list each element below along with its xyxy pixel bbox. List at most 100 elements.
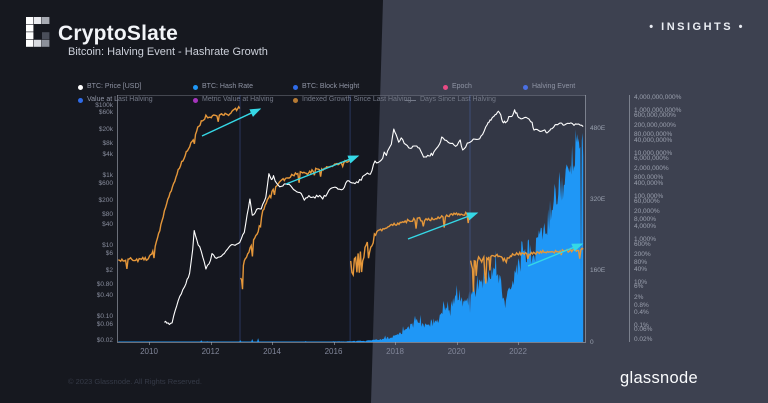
series-dot-icon	[193, 97, 198, 103]
x-axis-tick: 2022	[509, 347, 527, 356]
percent-axis-tick: 0.8%	[634, 302, 649, 310]
price-axis-tick: $0.10	[96, 312, 113, 320]
percent-axis-tick: 4,000%	[634, 222, 657, 230]
x-axis-tick: 2014	[263, 347, 281, 356]
price-axis-tick: $6	[105, 250, 113, 258]
trend-arrow	[527, 243, 584, 267]
percent-axis-tick: 6,000,000%	[634, 154, 669, 162]
legend-label: Indexed Growth Since Last Halving	[302, 96, 412, 103]
trend-arrow	[285, 155, 360, 185]
series-dot-icon	[293, 97, 298, 103]
x-axis-tick: 2018	[386, 347, 404, 356]
percent-axis-tick: 10%	[634, 278, 648, 286]
x-axis-line	[117, 342, 586, 343]
legend-label: Value at Last Halving	[87, 96, 153, 103]
percent-axis-tick: 20,000%	[634, 207, 660, 215]
legend-item[interactable]: BTC: Block Height	[293, 83, 359, 91]
plot-area[interactable]	[117, 95, 585, 342]
brand-title: CryptoSlate	[58, 22, 179, 45]
series-dot-icon	[78, 84, 83, 90]
legend-item[interactable]: Halving Event	[523, 83, 575, 91]
hash-rate-area	[118, 129, 584, 342]
legend-item[interactable]: Days Since Last Halving	[405, 96, 496, 104]
percent-axis-tick: 80,000,000%	[634, 130, 673, 138]
legend-item[interactable]: Metric Value at Halving	[193, 96, 273, 104]
legend-item[interactable]: Indexed Growth Since Last Halving	[293, 96, 411, 104]
hashrate-axis-tick: 0	[590, 338, 594, 346]
insights-label: • INSIGHTS •	[649, 21, 745, 33]
x-axis-tickmark	[272, 342, 273, 345]
x-axis-tick: 2012	[201, 347, 220, 356]
x-axis-tick: 2020	[447, 347, 466, 356]
x-axis-tickmark	[456, 342, 458, 345]
x-axis-tickmark	[518, 342, 519, 345]
indexed-growth-segment	[469, 247, 584, 292]
legend-item[interactable]: Epoch	[443, 83, 472, 91]
hashrate-axis-tick: 480E	[590, 124, 606, 132]
series-dot-icon	[443, 84, 448, 90]
x-axis-tick: 2010	[140, 347, 158, 356]
series-dot-icon	[523, 84, 528, 90]
price-axis-tick: $600	[98, 179, 113, 187]
price-axis-tick: $0.40	[96, 291, 113, 299]
series-dot-icon	[78, 97, 83, 103]
price-axis-tick: $10	[102, 242, 113, 250]
percent-axis-tick: 200,000,000%	[634, 122, 676, 130]
price-axis-tick: $40	[102, 221, 113, 229]
plot-border-right	[585, 95, 586, 342]
x-axis-tick: 2016	[324, 347, 343, 356]
price-axis-tick: $1k	[102, 171, 113, 179]
indexed-growth-segment	[350, 210, 471, 278]
legend-label: Days Since Last Halving	[420, 96, 496, 103]
legend-label: Epoch	[452, 83, 472, 90]
series-dot-icon	[193, 84, 198, 90]
percent-axis-tick: 2%	[634, 293, 644, 301]
price-axis-tick: $0.80	[96, 281, 113, 288]
percent-axis-tick: 0.1%	[634, 321, 649, 329]
chart-title: Bitcoin: Halving Event - Hashrate Growth	[68, 46, 268, 58]
percent-axis-tick: 0.06%	[634, 326, 653, 334]
percent-axis-tick: 40,000,000%	[634, 137, 673, 145]
percent-axis-tick: 80%	[634, 259, 648, 267]
plot-border-left	[117, 95, 118, 342]
dash-marker-icon	[405, 99, 416, 101]
percent-axis-tick: 100,000%	[634, 192, 664, 200]
percent-axis-tick: 1,000%	[634, 235, 657, 243]
price-axis-tick: $8k	[102, 140, 113, 148]
percent-axis-line	[629, 95, 630, 342]
legend-label: BTC: Hash Rate	[202, 83, 253, 90]
x-axis-tickmark	[210, 342, 212, 345]
legend-label: BTC: Price [USD]	[87, 83, 142, 90]
trend-arrow	[407, 212, 479, 240]
price-axis-tick: $0.02	[96, 337, 113, 345]
percent-axis-tick: 0.4%	[634, 308, 649, 316]
hashrate-axis-tick: 160E	[590, 267, 606, 275]
price-axis-tick: $200	[98, 196, 113, 204]
legend-item[interactable]: Value at Last Halving	[78, 96, 153, 104]
chart-canvas	[117, 95, 584, 342]
legend-label: BTC: Block Height	[302, 83, 360, 90]
price-line	[164, 109, 584, 326]
percent-axis-tick: 2,000,000%	[634, 165, 669, 173]
percent-axis-tick: 4,000,000,000%	[634, 94, 682, 102]
plot-border-top	[117, 95, 586, 96]
percent-axis-tick: 60,000%	[634, 197, 660, 205]
hashrate-axis-tick: 320E	[590, 195, 606, 203]
series-dot-icon	[293, 84, 298, 90]
legend-item[interactable]: BTC: Hash Rate	[193, 83, 253, 91]
x-axis-tickmark	[333, 342, 335, 345]
price-axis-tick: $20k	[98, 126, 113, 134]
glassnode-logo: glassnode	[620, 369, 698, 387]
legend-item[interactable]: BTC: Price [USD]	[78, 83, 141, 91]
x-axis-tickmark	[395, 342, 396, 345]
trend-arrow	[201, 108, 262, 137]
price-axis-tick: $60k	[98, 109, 113, 117]
legend-label: Metric Value at Halving	[202, 96, 274, 103]
price-axis-tick: $80	[102, 210, 113, 218]
x-axis-tickmark	[149, 342, 150, 345]
percent-axis-tick: 0.02%	[634, 336, 653, 344]
percent-axis-tick: 6%	[634, 283, 644, 291]
percent-axis-tick: 800,000%	[634, 173, 664, 181]
price-axis-tick: $0.06	[96, 320, 113, 328]
